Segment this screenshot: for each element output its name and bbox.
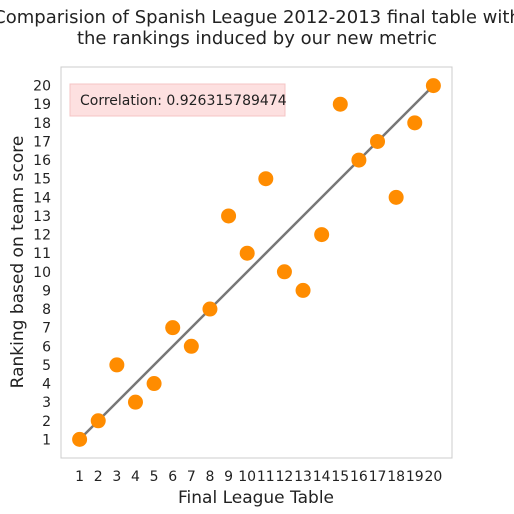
x-tick-label: 10 <box>238 469 256 485</box>
y-tick-label: 17 <box>33 134 51 150</box>
y-tick-label: 3 <box>42 395 51 411</box>
y-tick-label: 5 <box>42 358 51 374</box>
y-tick-label: 9 <box>42 283 51 299</box>
x-tick-label: 16 <box>350 469 368 485</box>
data-point <box>202 301 218 317</box>
y-tick-label: 20 <box>33 79 51 95</box>
data-point <box>295 282 311 298</box>
x-tick-label: 17 <box>369 469 387 485</box>
data-point <box>258 171 274 187</box>
y-tick-label: 12 <box>33 228 51 244</box>
x-tick-label: 20 <box>424 469 442 485</box>
data-point <box>221 208 237 224</box>
y-tick-label: 19 <box>33 97 51 113</box>
x-tick-label: 5 <box>150 469 159 485</box>
x-tick-label: 12 <box>276 469 294 485</box>
x-tick-label: 1 <box>75 469 84 485</box>
y-tick-label: 4 <box>42 377 51 393</box>
data-point <box>72 431 88 447</box>
y-tick-label: 6 <box>42 339 51 355</box>
x-tick-label: 14 <box>313 469 331 485</box>
annotation-box <box>69 83 286 117</box>
x-tick-label: 11 <box>257 469 275 485</box>
x-tick-label: 4 <box>131 469 140 485</box>
correlation-annotation: Correlation: 0.926315789474 <box>69 83 287 117</box>
data-points <box>72 78 441 447</box>
y-tick-label: 1 <box>42 432 51 448</box>
x-tick-label: 7 <box>187 469 196 485</box>
x-tick-labels: 1 2 3 4 5 6 7 8 9 10 11 12 13 14 15 16 17 18 19 20 <box>75 469 442 485</box>
data-point <box>239 245 255 261</box>
chart-title-line-2: the rankings induced by our new metric <box>77 28 437 49</box>
correlation-text: Correlation: 0.926315789474 <box>80 93 287 109</box>
y-tick-label: 18 <box>33 116 51 132</box>
x-tick-label: 2 <box>94 469 103 485</box>
x-tick-label: 9 <box>224 469 233 485</box>
x-axis-label: Final League Table <box>178 488 334 508</box>
data-point <box>425 78 441 94</box>
x-tick-label: 8 <box>205 469 214 485</box>
data-point <box>407 115 423 131</box>
x-tick-label: 3 <box>112 469 121 485</box>
y-axis-label: Ranking based on team score <box>8 136 28 389</box>
y-tick-label: 8 <box>42 302 51 318</box>
x-tick-label: 13 <box>294 469 312 485</box>
data-point <box>109 357 125 373</box>
y-tick-label: 2 <box>42 414 51 430</box>
data-point <box>388 189 404 205</box>
data-point <box>351 152 367 168</box>
data-point <box>332 96 348 112</box>
x-tick-label: 15 <box>331 469 349 485</box>
y-tick-label: 10 <box>33 265 51 281</box>
x-tick-label: 18 <box>387 469 405 485</box>
x-tick-label: 19 <box>406 469 424 485</box>
data-point <box>146 376 162 392</box>
data-point <box>127 394 143 410</box>
y-tick-label: 15 <box>33 172 51 188</box>
data-point <box>276 264 292 280</box>
data-point <box>165 320 181 336</box>
data-point <box>370 133 386 149</box>
x-tick-label: 6 <box>168 469 177 485</box>
y-tick-label: 16 <box>33 153 51 169</box>
y-tick-label: 11 <box>33 246 51 262</box>
data-point <box>183 338 199 354</box>
y-tick-label: 13 <box>33 209 51 225</box>
data-point <box>90 413 106 429</box>
data-point <box>314 227 330 243</box>
chart-title-line-1: Comparision of Spanish League 2012-2013 … <box>0 7 514 28</box>
y-tick-label: 14 <box>33 190 51 206</box>
y-tick-label: 7 <box>42 321 51 337</box>
